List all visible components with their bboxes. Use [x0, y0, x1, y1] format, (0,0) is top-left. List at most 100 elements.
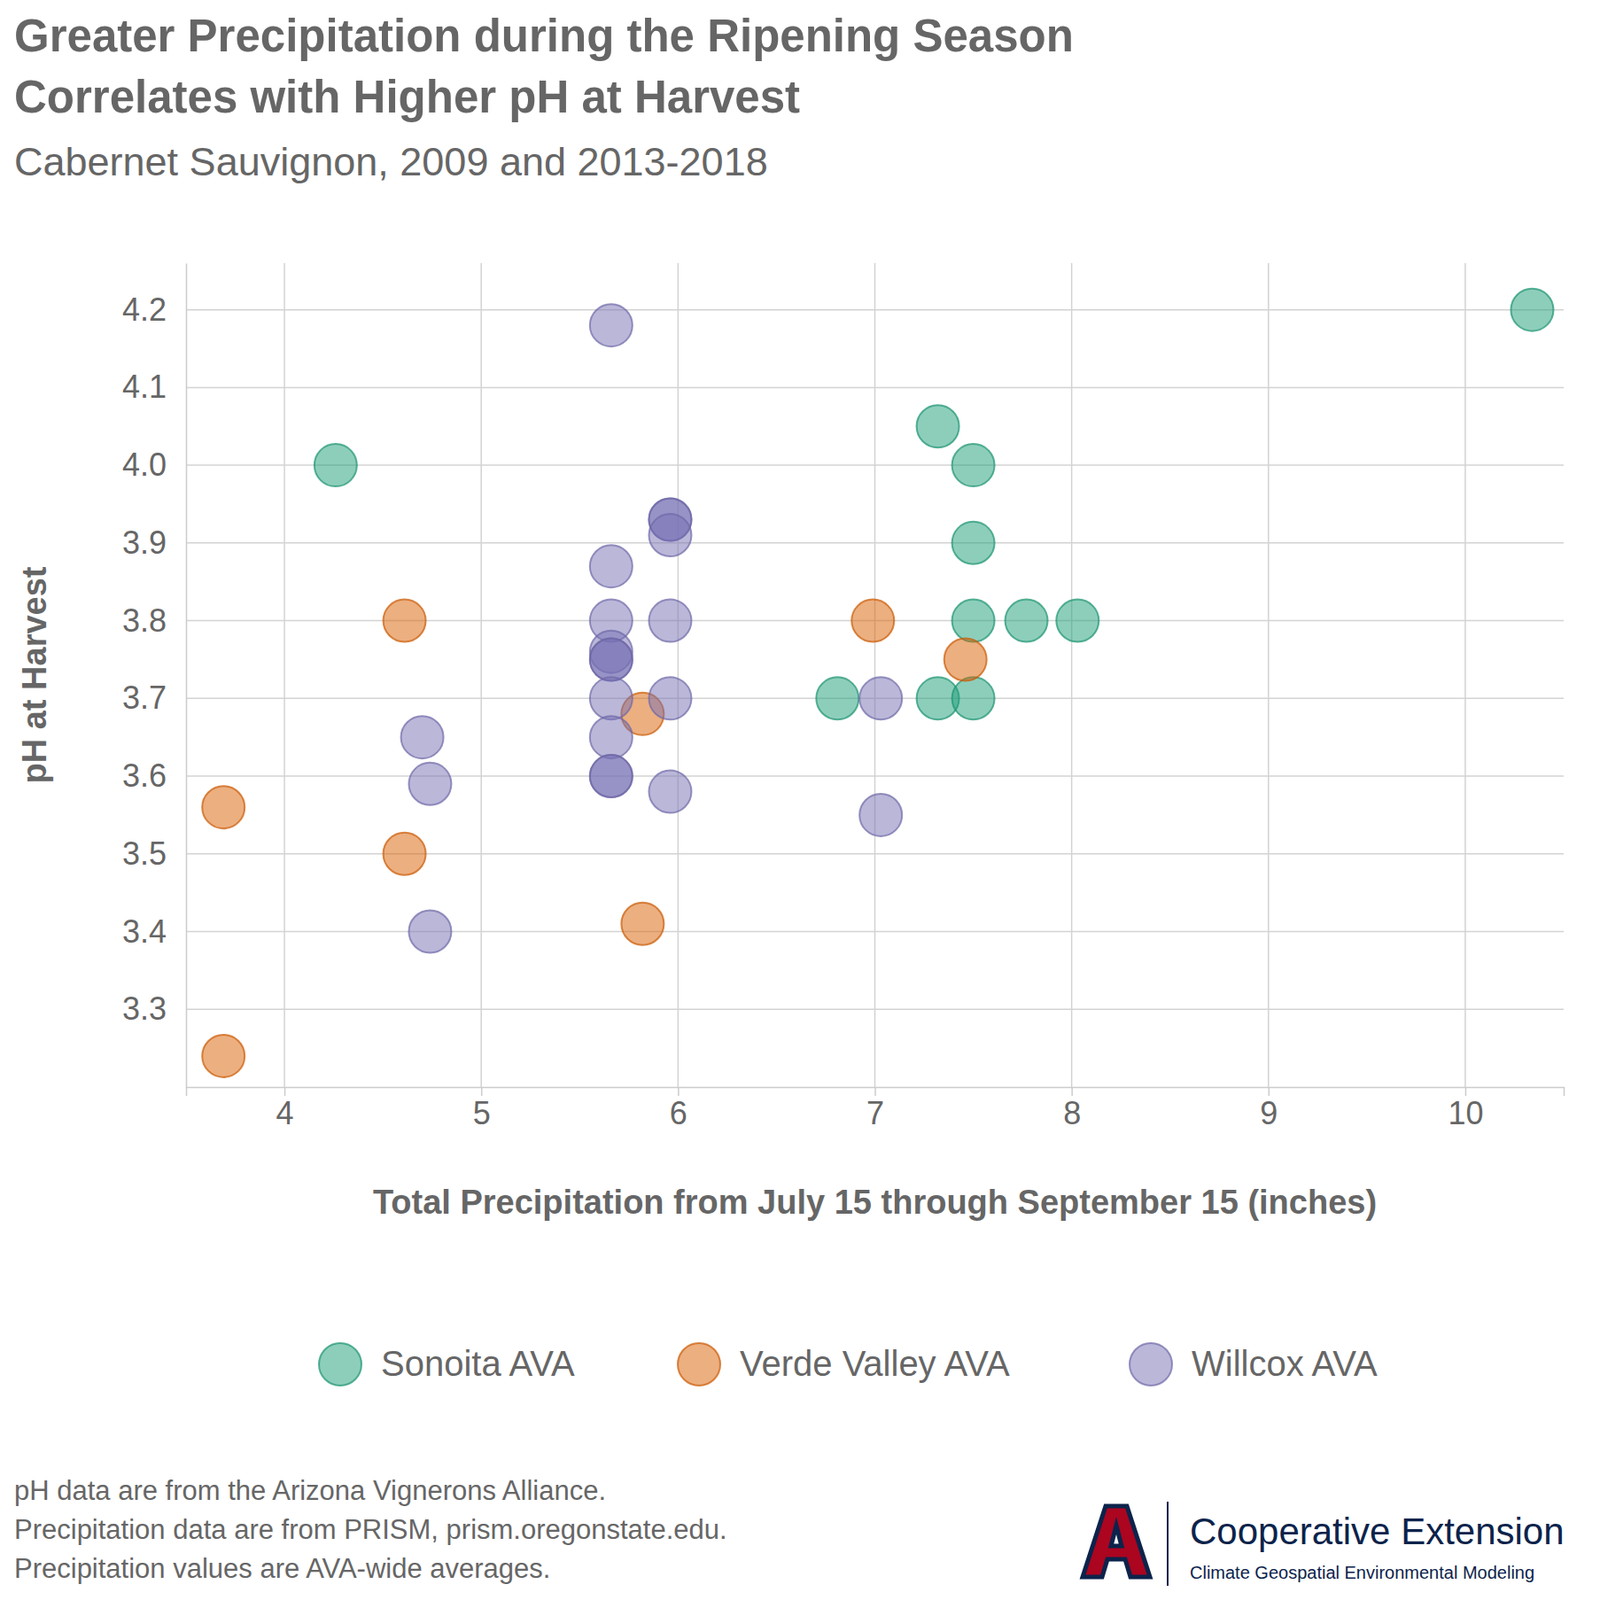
- grid-line: [283, 263, 286, 1088]
- logo-mark: [1082, 1506, 1150, 1577]
- y-tick: 3.5: [122, 835, 187, 872]
- x-tick-label: 8: [1063, 1095, 1081, 1132]
- point: [590, 637, 633, 681]
- point: [916, 404, 960, 448]
- point: [944, 637, 987, 681]
- y-axis: 3.3 3.4 3.5 3.6 3.7 3.8 3.9 4.0 4.1 4.2: [122, 264, 187, 1088]
- grid-line: [186, 1009, 1564, 1011]
- x-tick-label: 4: [276, 1095, 295, 1132]
- chart: Greater Precipitation during the Ripenin…: [0, 0, 1600, 1600]
- point: [201, 1034, 245, 1078]
- y-tick-label: 3.7: [122, 679, 167, 716]
- y-tick-label: 3.6: [122, 757, 167, 794]
- title: Correlates with Higher pH at Harvest: [14, 71, 800, 123]
- x-axis-title: Total Precipitation from July 15 through…: [372, 1183, 1377, 1221]
- logo-divider: [1166, 1501, 1169, 1586]
- point: [1056, 599, 1099, 643]
- grid-line: [186, 542, 1564, 544]
- point: [952, 443, 995, 487]
- x-tick-label: 5: [473, 1095, 491, 1132]
- point: [621, 902, 664, 946]
- y-axis-line: [186, 264, 188, 1088]
- x-tick-label: 9: [1259, 1095, 1278, 1132]
- y-tick: 3.8: [122, 602, 187, 639]
- grid-line: [186, 309, 1564, 311]
- y-tick-label: 3.4: [122, 913, 167, 950]
- legend-swatch: [318, 1343, 362, 1386]
- grid-line: [874, 263, 877, 1088]
- grid-line: [186, 464, 1564, 467]
- point: [383, 832, 427, 876]
- y-tick: 3.9: [122, 524, 187, 561]
- point: [815, 676, 859, 720]
- legend-label: Sonoita AVA: [380, 1343, 575, 1383]
- x-tick: 6: [669, 1087, 688, 1132]
- y-tick-label: 4.2: [122, 291, 167, 328]
- y-tick: 3.6: [122, 757, 187, 794]
- point: [408, 762, 451, 806]
- y-tick-label: 3.9: [122, 524, 167, 561]
- y-tick: 3.7: [122, 679, 187, 716]
- point: [590, 637, 633, 681]
- point: [952, 676, 995, 720]
- point: [851, 599, 894, 643]
- footnote: pH data are from the Arizona Vignerons A…: [14, 1475, 606, 1507]
- points: [201, 288, 1554, 1078]
- point: [590, 303, 633, 347]
- y-axis-title: pH at Harvest: [15, 566, 54, 784]
- point: [590, 754, 633, 798]
- y-tick-label: 3.8: [122, 602, 167, 639]
- y-tick-label: 4.1: [122, 368, 167, 405]
- x-tick-label: 10: [1447, 1095, 1484, 1132]
- point: [859, 676, 902, 720]
- point: [952, 599, 995, 643]
- point: [590, 676, 633, 720]
- title: Greater Precipitation during the Ripenin…: [14, 10, 1074, 62]
- x-tick: 5: [473, 1087, 491, 1132]
- point: [648, 676, 692, 720]
- logo: Cooperative Extension Climate Geospatial …: [1082, 1501, 1565, 1586]
- point: [859, 793, 902, 837]
- point: [314, 443, 358, 487]
- grid-line: [186, 387, 1564, 389]
- footnote: Precipitation data are from PRISM, prism…: [14, 1514, 728, 1546]
- y-tick: 4.1: [122, 368, 187, 405]
- legend-swatch: [677, 1343, 721, 1386]
- y-tick: 3.4: [122, 913, 187, 950]
- point: [590, 544, 633, 588]
- point: [952, 521, 995, 565]
- legend: Sonoita AVAVerde Valley AVAWillcox AVA: [318, 1343, 1378, 1386]
- y-tick: 4.0: [122, 446, 187, 483]
- point: [648, 599, 692, 643]
- point: [383, 599, 427, 643]
- x-tick: 8: [1063, 1087, 1081, 1132]
- grid-line: [186, 775, 1564, 777]
- point: [1510, 288, 1554, 332]
- x-tick: 9: [1259, 1087, 1278, 1132]
- legend-label: Willcox AVA: [1191, 1343, 1378, 1383]
- y-tick-label: 3.3: [122, 990, 167, 1027]
- x-tick-label: 6: [669, 1095, 688, 1132]
- point: [408, 910, 451, 954]
- grid-line: [480, 263, 482, 1088]
- x-tick-label: 7: [866, 1095, 885, 1132]
- subtitle: Cabernet Sauvignon, 2009 and 2013-2018: [14, 139, 769, 185]
- grid-line: [1071, 263, 1073, 1088]
- y-tick-label: 3.5: [122, 835, 167, 872]
- logo-title: Cooperative Extension: [1189, 1510, 1565, 1553]
- point: [201, 785, 245, 829]
- point: [648, 770, 692, 814]
- legend-swatch: [1129, 1343, 1173, 1386]
- x-tick: 4: [276, 1087, 295, 1132]
- logo-subtitle: Climate Geospatial Environmental Modelin…: [1189, 1562, 1535, 1583]
- grid: [186, 263, 1564, 1088]
- y-tick: 3.3: [122, 990, 187, 1027]
- point: [1005, 599, 1049, 643]
- grid-line: [1464, 263, 1467, 1088]
- footnote: Precipitation values are AVA-wide averag…: [14, 1553, 551, 1585]
- point: [401, 715, 444, 759]
- y-tick: 4.2: [122, 291, 187, 328]
- point: [648, 513, 692, 557]
- point: [590, 715, 633, 759]
- x-axis: 4 5 6 7 8 9 10: [186, 1087, 1565, 1132]
